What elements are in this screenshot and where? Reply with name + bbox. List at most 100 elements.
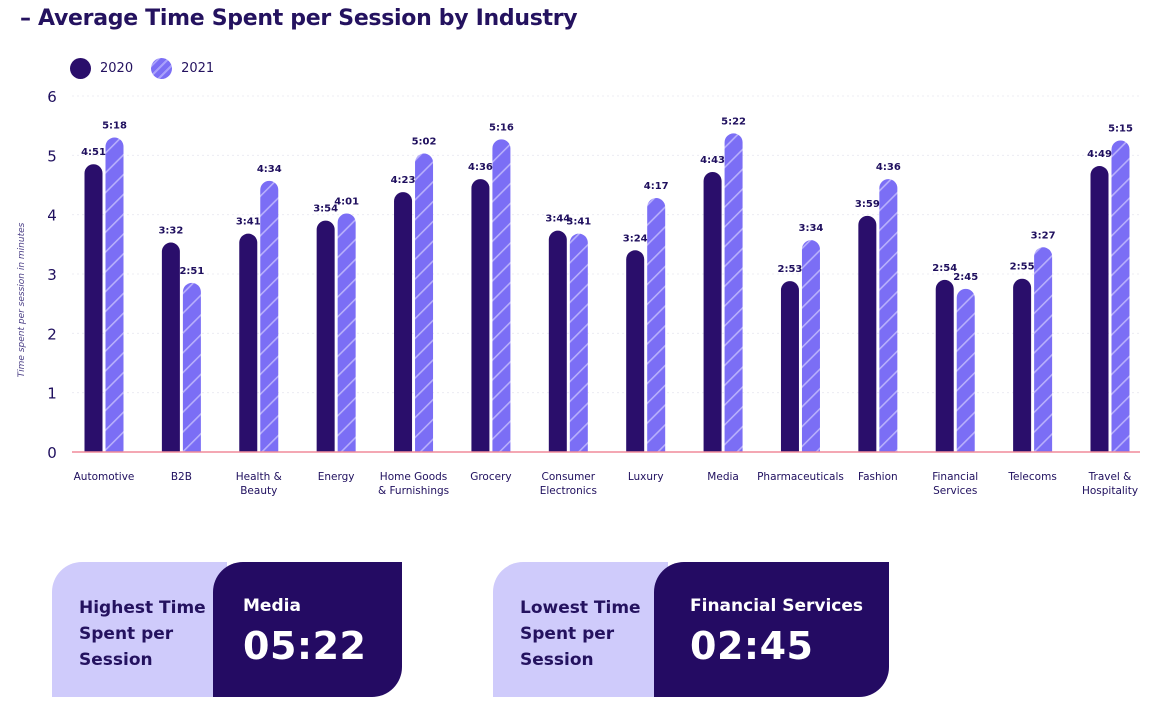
data-label-2020: 4:43 [700, 155, 725, 166]
bar-2020 [1090, 166, 1109, 452]
x-category-label: Telecoms [1007, 471, 1056, 483]
lowest-time-value: 02:45 [690, 624, 814, 668]
bar-2021 [492, 139, 511, 452]
bar-2021 [956, 288, 975, 452]
bar-2021 [415, 153, 434, 452]
bar-2020 [548, 230, 567, 452]
bar-2020 [626, 250, 645, 452]
bar-2021 [337, 213, 356, 452]
x-category-label: Pharmaceuticals [757, 471, 844, 483]
bar-2020 [1013, 278, 1032, 452]
y-axis-label: Time spent per session in minutes [17, 222, 27, 377]
legend-item-2021: 2021 [151, 58, 214, 79]
x-category-label: Hospitality [1082, 485, 1138, 497]
bar-2021 [260, 180, 279, 452]
data-label-2021: 5:18 [102, 121, 127, 132]
y-tick-label: 0 [47, 444, 57, 462]
bar-2020 [703, 171, 722, 452]
data-label-2021: 2:45 [953, 272, 978, 283]
x-category-label: Automotive [74, 471, 135, 483]
highest-time-card: Highest Time Spent per Session Media 05:… [52, 562, 402, 697]
data-label-2021: 2:51 [179, 266, 204, 277]
chart-title: – Average Time Spent per Session by Indu… [20, 6, 578, 31]
x-category-label: Beauty [240, 485, 277, 497]
y-tick-label: 6 [47, 88, 57, 106]
gridlines [72, 95, 1140, 394]
highest-card-label: Highest Time Spent per Session [79, 598, 206, 670]
data-label-2020: 3:59 [855, 199, 880, 210]
bar-2021 [182, 282, 201, 452]
y-tick-label: 1 [47, 385, 57, 403]
legend: 2020 2021 [70, 58, 232, 79]
highest-card-label-panel: Highest Time Spent per Session [52, 562, 227, 697]
legend-item-2020: 2020 [70, 58, 133, 79]
x-category-label: Financial [932, 471, 978, 483]
bar-2020 [316, 220, 335, 452]
x-category-label: Fashion [858, 471, 898, 483]
data-label-2020: 4:51 [81, 147, 106, 158]
bars [84, 133, 1130, 453]
y-tick-label: 5 [47, 147, 57, 165]
data-label-2020: 3:32 [158, 226, 183, 237]
bar-chart: 0 1 2 3 4 5 6 4:51 5:18 3:32 2:51 3:41 4:34 3:544:01… [17, 88, 1140, 497]
data-label-2021: 5:16 [489, 122, 514, 133]
y-tick-label: 4 [47, 207, 57, 225]
x-category-label: Health & [236, 471, 282, 483]
bar-2021 [1111, 140, 1130, 452]
data-label-2020: 3:41 [236, 217, 261, 228]
legend-swatch-2021 [151, 58, 173, 79]
data-label-2020: 3:24 [623, 233, 648, 244]
highest-time-value: 05:22 [243, 624, 367, 668]
x-category-label: Media [707, 471, 739, 483]
data-label-2021: 4:36 [876, 162, 901, 173]
lowest-industry-name: Financial Services [690, 596, 864, 616]
data-label-2020: 2:54 [932, 263, 957, 274]
x-category-label: Luxury [628, 471, 664, 483]
highest-card-value-panel: Media 05:22 [213, 562, 402, 697]
bar-2020 [394, 192, 413, 452]
y-axis-ticks: 0 1 2 3 4 5 6 [47, 88, 57, 462]
x-category-label: Services [933, 485, 977, 497]
legend-swatch-2020 [70, 58, 91, 79]
data-label-2020: 3:44 [545, 214, 570, 225]
highest-industry-name: Media [243, 596, 301, 616]
lowest-card-label: Lowest Time Spent per Session [520, 598, 641, 670]
bar-2020 [239, 233, 258, 452]
data-label-2020: 4:49 [1087, 149, 1112, 160]
data-label-2021: 3:34 [799, 223, 824, 234]
data-label-2021: 4:17 [644, 181, 669, 192]
data-label-2021: 3:27 [1031, 230, 1056, 241]
x-category-label: Consumer [542, 471, 596, 483]
bar-2021 [647, 198, 666, 452]
data-labels: 4:51 5:18 3:32 2:51 3:41 4:34 3:544:01 4:23 5:02… [81, 116, 1133, 282]
x-category-label: Home Goods [380, 471, 447, 483]
bar-2020 [935, 279, 954, 452]
x-axis-categories: Automotive B2B Health & Beauty Energy Home Go… [74, 471, 1138, 497]
data-label-2020: 2:55 [1010, 262, 1035, 273]
x-category-label: B2B [171, 471, 192, 483]
y-tick-label: 2 [47, 325, 57, 343]
data-label-2021: 5:15 [1108, 124, 1133, 135]
data-label-2020: 4:36 [468, 162, 493, 173]
bar-2021 [1034, 247, 1053, 452]
data-label-2020: 2:53 [778, 264, 803, 275]
x-category-label: & Furnishings [378, 485, 449, 497]
x-category-label: Grocery [470, 471, 511, 483]
lowest-card-value-panel: Financial Services 02:45 [654, 562, 889, 697]
bar-2020 [858, 215, 877, 452]
bar-2020 [780, 281, 799, 452]
bar-2021 [105, 137, 124, 453]
x-category-label: Travel & [1088, 471, 1132, 483]
data-label-2021: 5:02 [412, 137, 437, 148]
legend-label-2020: 2020 [100, 61, 134, 76]
bar-2021 [801, 240, 820, 452]
lowest-time-card: Lowest Time Spent per Session Financial … [493, 562, 889, 697]
data-label-2021: 5:22 [721, 116, 746, 127]
x-category-label: Electronics [540, 485, 597, 497]
lowest-card-label-panel: Lowest Time Spent per Session [493, 562, 668, 697]
bar-2021 [879, 179, 898, 453]
legend-label-2021: 2021 [181, 61, 215, 76]
data-label-2021: 4:01 [334, 196, 359, 207]
data-label-2020: 3:54 [313, 204, 338, 215]
data-label-2021: 4:34 [257, 164, 282, 175]
